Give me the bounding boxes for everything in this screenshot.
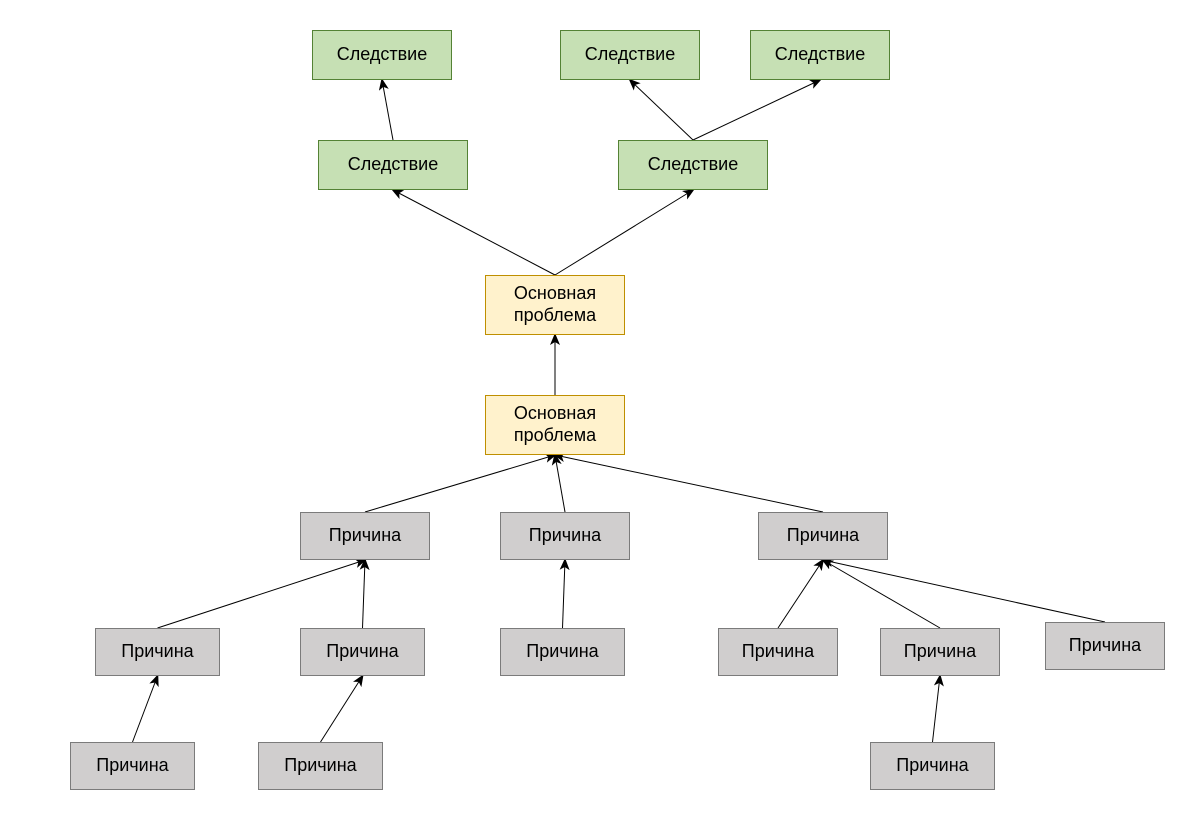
node-c11: Причина	[258, 742, 383, 790]
node-e4: Следствие	[318, 140, 468, 190]
node-c9: Причина	[1045, 622, 1165, 670]
edge-c12-c8	[933, 676, 941, 742]
node-e2: Следствие	[560, 30, 700, 80]
node-label: Причина	[1069, 635, 1141, 657]
node-label: Следствие	[348, 154, 439, 176]
node-c7: Причина	[718, 628, 838, 676]
edge-c5-c1	[363, 560, 366, 628]
edge-e4-e1	[382, 80, 393, 140]
edge-p1-e4	[393, 190, 555, 275]
node-label: Причина	[284, 755, 356, 777]
node-label: Причина	[904, 641, 976, 663]
node-c3: Причина	[758, 512, 888, 560]
node-p1: Основная проблема	[485, 275, 625, 335]
node-c2: Причина	[500, 512, 630, 560]
node-label: Причина	[529, 525, 601, 547]
node-label: Причина	[896, 755, 968, 777]
node-c5: Причина	[300, 628, 425, 676]
node-label: Причина	[526, 641, 598, 663]
edge-c7-c3	[778, 560, 823, 628]
node-label: Следствие	[585, 44, 676, 66]
edge-p1-e5	[555, 190, 693, 275]
node-label: Следствие	[337, 44, 428, 66]
node-c4: Причина	[95, 628, 220, 676]
node-c6: Причина	[500, 628, 625, 676]
node-label: Основная проблема	[492, 403, 618, 446]
node-c8: Причина	[880, 628, 1000, 676]
node-label: Причина	[329, 525, 401, 547]
node-label: Причина	[787, 525, 859, 547]
node-e1: Следствие	[312, 30, 452, 80]
node-label: Следствие	[648, 154, 739, 176]
node-e5: Следствие	[618, 140, 768, 190]
node-label: Следствие	[775, 44, 866, 66]
edge-c11-c5	[321, 676, 363, 742]
node-label: Причина	[96, 755, 168, 777]
node-e3: Следствие	[750, 30, 890, 80]
edge-c9-c3	[823, 560, 1105, 622]
node-p2: Основная проблема	[485, 395, 625, 455]
edge-e5-e3	[693, 80, 820, 140]
edge-c1-p2	[365, 455, 555, 512]
edge-e5-e2	[630, 80, 693, 140]
edge-c6-c2	[563, 560, 566, 628]
node-label: Причина	[742, 641, 814, 663]
node-label: Основная проблема	[492, 283, 618, 326]
node-label: Причина	[326, 641, 398, 663]
edge-c10-c4	[133, 676, 158, 742]
edge-c8-c3	[823, 560, 940, 628]
edge-c3-p2	[555, 455, 823, 512]
edge-c4-c1	[158, 560, 366, 628]
node-label: Причина	[121, 641, 193, 663]
edge-c2-p2	[555, 455, 565, 512]
node-c10: Причина	[70, 742, 195, 790]
node-c12: Причина	[870, 742, 995, 790]
problem-tree-diagram: Следствие Следствие Следствие Следствие След…	[0, 0, 1200, 825]
node-c1: Причина	[300, 512, 430, 560]
